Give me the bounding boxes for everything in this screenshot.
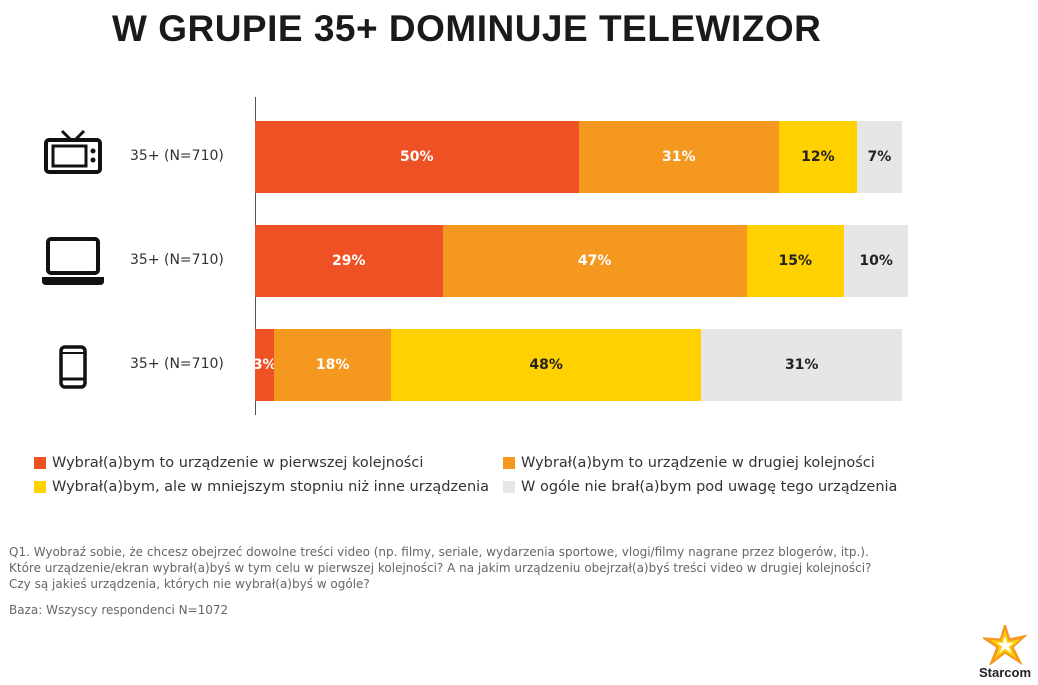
data-label: 29% [332, 253, 366, 269]
chart-title: W GRUPIE 35+ DOMINUJE TELEWIZOR [112, 8, 822, 49]
bar-segment: 12% [779, 121, 857, 193]
data-label: 50% [399, 149, 434, 165]
legend-item: Wybrał(a)bym, ale w mniejszym stopniu ni… [34, 479, 489, 495]
legend-label: Wybrał(a)bym to urządzenie w pierwszej k… [52, 455, 424, 471]
bar-segment: 3% [252, 329, 277, 401]
category-label: 35+ (N=710) [130, 356, 224, 372]
question-line-1: Q1. Wyobraź sobie, że chcesz obejrzeć do… [9, 545, 869, 559]
bar-segment: 15% [746, 225, 844, 297]
data-label: 7% [867, 149, 892, 165]
legend-swatch [34, 481, 46, 493]
bar-segment: 47% [442, 225, 747, 297]
data-label: 3% [252, 357, 277, 373]
bar-segment: 31% [701, 329, 902, 401]
bar-segment: 7% [856, 121, 902, 193]
legend-swatch [34, 457, 46, 469]
starcom-logo: Starcom [975, 621, 1035, 680]
legend-swatch [503, 481, 515, 493]
smartphone-icon [59, 345, 87, 393]
legend-label: W ogóle nie brał(a)bym pod uwagę tego ur… [521, 479, 898, 495]
tv-icon [44, 129, 102, 181]
laptop-icon [40, 237, 106, 291]
legend-swatch [503, 457, 515, 469]
bar-segment: 29% [255, 225, 443, 297]
data-label: 31% [784, 357, 819, 373]
question-line-3: Czy są jakieś urządzenia, których nie wy… [9, 577, 370, 591]
data-label: 47% [577, 253, 612, 269]
category-label: 35+ (N=710) [130, 148, 224, 164]
data-label: 10% [859, 253, 893, 269]
bar-segment: 31% [578, 121, 780, 193]
bar-segment: 18% [274, 329, 391, 401]
data-label: 31% [662, 149, 696, 165]
bar-segment: 10% [843, 225, 909, 297]
base-note: Baza: Wszyscy respondenci N=1072 [9, 603, 229, 617]
question-line-2: Które urządzenie/ekran wybrał(a)byś w ty… [9, 561, 872, 575]
legend-label: Wybrał(a)bym, ale w mniejszym stopniu ni… [52, 479, 490, 495]
bar-segment: 50% [255, 121, 579, 193]
bar-segment: 48% [390, 329, 702, 401]
data-label: 18% [315, 357, 350, 373]
legend-item: Wybrał(a)bym to urządzenie w drugiej kol… [503, 455, 875, 471]
legend-item: W ogóle nie brał(a)bym pod uwagę tego ur… [503, 479, 897, 495]
legend-label: Wybrał(a)bym to urządzenie w drugiej kol… [521, 455, 875, 471]
starcom-star-icon [980, 621, 1029, 667]
category-label: 35+ (N=710) [130, 252, 224, 268]
data-label: 12% [801, 149, 835, 165]
legend-item: Wybrał(a)bym to urządzenie w pierwszej k… [34, 455, 423, 471]
data-label: 48% [529, 357, 563, 373]
data-label: 15% [778, 253, 812, 269]
logo-text: Starcom [978, 665, 1032, 680]
